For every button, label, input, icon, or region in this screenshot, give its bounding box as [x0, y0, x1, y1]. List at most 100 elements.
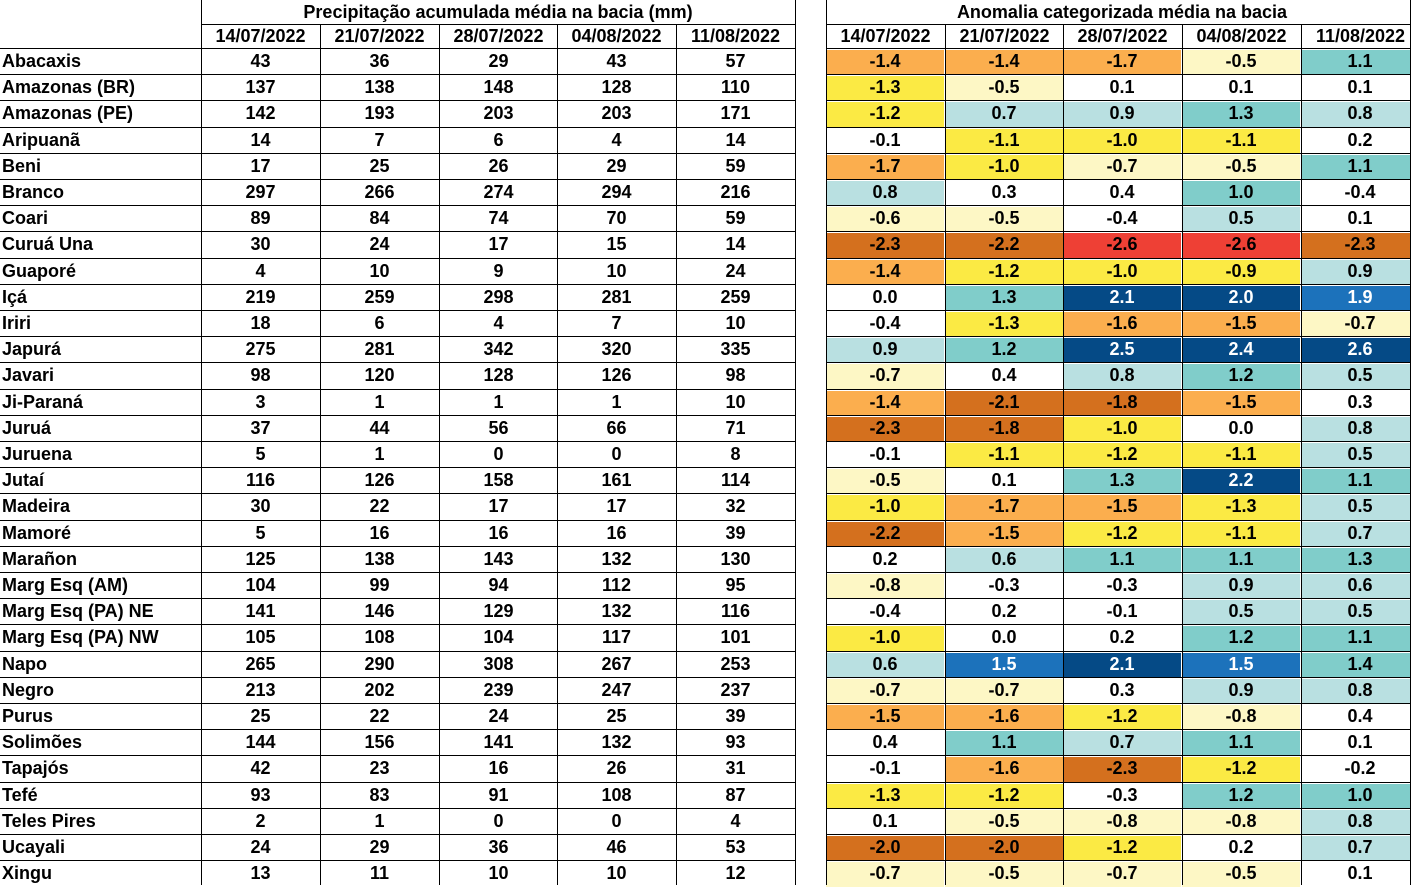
anomaly-value: -1.0	[826, 495, 944, 521]
precip-date-header: 28/07/2022	[453, 26, 544, 46]
anomaly-value: -0.5	[826, 469, 944, 495]
anomaly-value: 0.7	[1301, 836, 1411, 862]
precip-value: 10	[488, 863, 509, 884]
anomaly-value: -0.7	[826, 862, 944, 887]
anomaly-value: -0.7	[1301, 312, 1411, 338]
grid-line	[826, 467, 1411, 468]
anomaly-value: -0.6	[826, 207, 944, 233]
grid-line	[0, 624, 795, 625]
precip-value: 39	[725, 706, 746, 726]
anomaly-value: -1.0	[826, 626, 944, 652]
anomaly-value: -1.2	[945, 259, 1063, 285]
precip-value: 17	[606, 496, 627, 517]
grid-line	[0, 520, 795, 521]
precip-value: 320	[601, 339, 632, 360]
basin-name: Amazonas (PE)	[2, 103, 134, 124]
anomaly-value: -2.3	[826, 416, 944, 442]
precip-value: 16	[488, 522, 509, 543]
precip-value: 253	[720, 653, 751, 674]
anomaly-value: -1.0	[945, 154, 1063, 180]
anomaly-value: 0.1	[945, 469, 1063, 495]
precip-value: 219	[245, 286, 276, 307]
precip-value: 16	[488, 758, 509, 779]
grid-line	[0, 310, 795, 311]
anomaly-value: 2.0	[1182, 285, 1300, 311]
anomaly-value: -1.2	[1063, 836, 1181, 862]
precip-value: 43	[250, 51, 271, 71]
precip-value: 4	[493, 313, 504, 333]
precip-date-header: 11/08/2022	[690, 26, 781, 46]
precip-value: 110	[720, 77, 751, 98]
precip-value: 1	[374, 444, 385, 464]
basin-name: Ucayali	[2, 837, 66, 857]
anomaly-value: -1.3	[826, 76, 944, 102]
grid-line	[826, 24, 1411, 25]
anomaly-value: 0.2	[1182, 836, 1300, 862]
anomaly-value: -0.8	[1063, 809, 1181, 835]
grid-line	[826, 258, 1411, 259]
precip-value: 137	[245, 77, 276, 98]
precip-value: 104	[483, 627, 514, 648]
precip-value: 17	[250, 155, 271, 176]
anomaly-value: 1.2	[1182, 626, 1300, 652]
anomaly-value: -0.7	[826, 678, 944, 704]
anomaly-value: 2.5	[1063, 338, 1181, 364]
anomaly-value: -0.4	[826, 600, 944, 626]
anomaly-value: -0.1	[826, 443, 944, 469]
anomaly-value: 1.2	[1182, 783, 1300, 809]
grid-line	[0, 703, 795, 704]
grid-line	[826, 834, 1411, 835]
precip-value: 24	[488, 706, 509, 726]
anomaly-value: 1.2	[1182, 364, 1300, 390]
precip-value: 247	[601, 679, 632, 700]
anomaly-value: -0.7	[826, 364, 944, 390]
grid-line	[826, 703, 1411, 704]
precip-value: 37	[250, 417, 271, 438]
precip-value: 294	[601, 182, 632, 202]
anomaly-value: 0.4	[945, 364, 1063, 390]
anomaly-value: -0.5	[1182, 154, 1300, 180]
precip-value: 297	[245, 182, 276, 202]
anomaly-value: -0.8	[1182, 809, 1300, 835]
precip-value: 16	[606, 522, 627, 543]
anomaly-value: 0.2	[1301, 128, 1411, 154]
precip-value: 126	[601, 365, 632, 386]
precip-value: 24	[369, 234, 390, 255]
precip-value: 66	[606, 417, 627, 438]
precip-value: 125	[245, 548, 276, 569]
basin-name: Marañon	[2, 548, 78, 569]
precip-value: 56	[488, 417, 509, 438]
grid-line	[0, 729, 795, 730]
precip-value: 141	[483, 732, 514, 753]
precip-value: 342	[483, 339, 514, 360]
precip-value: 59	[725, 208, 746, 229]
precip-value: 71	[725, 417, 746, 438]
precip-value: 193	[364, 103, 395, 124]
precip-value: 4	[611, 129, 622, 150]
grid-line	[0, 808, 795, 809]
precip-value: 98	[725, 365, 746, 386]
anomaly-value: -2.2	[826, 521, 944, 547]
anomaly-value: -1.3	[945, 312, 1063, 338]
anomaly-value: 1.0	[1301, 783, 1411, 809]
anomaly-value: 0.8	[826, 181, 944, 207]
precip-value: 17	[488, 496, 509, 517]
precip-value: 84	[369, 208, 390, 229]
precip-value: 132	[601, 732, 632, 753]
grid-line	[0, 651, 795, 652]
precip-value: 22	[369, 706, 390, 726]
grid-line	[826, 284, 1411, 285]
anomaly-value: -0.4	[826, 312, 944, 338]
anomaly-value: 1.3	[945, 285, 1063, 311]
precip-value: 203	[601, 103, 632, 124]
basin-name: Purus	[2, 706, 54, 726]
anomaly-value: 0.4	[1063, 181, 1181, 207]
anomaly-value: 0.9	[1301, 259, 1411, 285]
basin-name: Javari	[2, 365, 55, 386]
anomaly-value: -2.6	[1063, 233, 1181, 259]
precip-value: 141	[245, 601, 276, 622]
grid-line	[676, 24, 677, 885]
anomaly-value: -0.4	[1301, 181, 1411, 207]
precip-value: 25	[250, 706, 271, 726]
precip-value: 1	[611, 391, 622, 412]
